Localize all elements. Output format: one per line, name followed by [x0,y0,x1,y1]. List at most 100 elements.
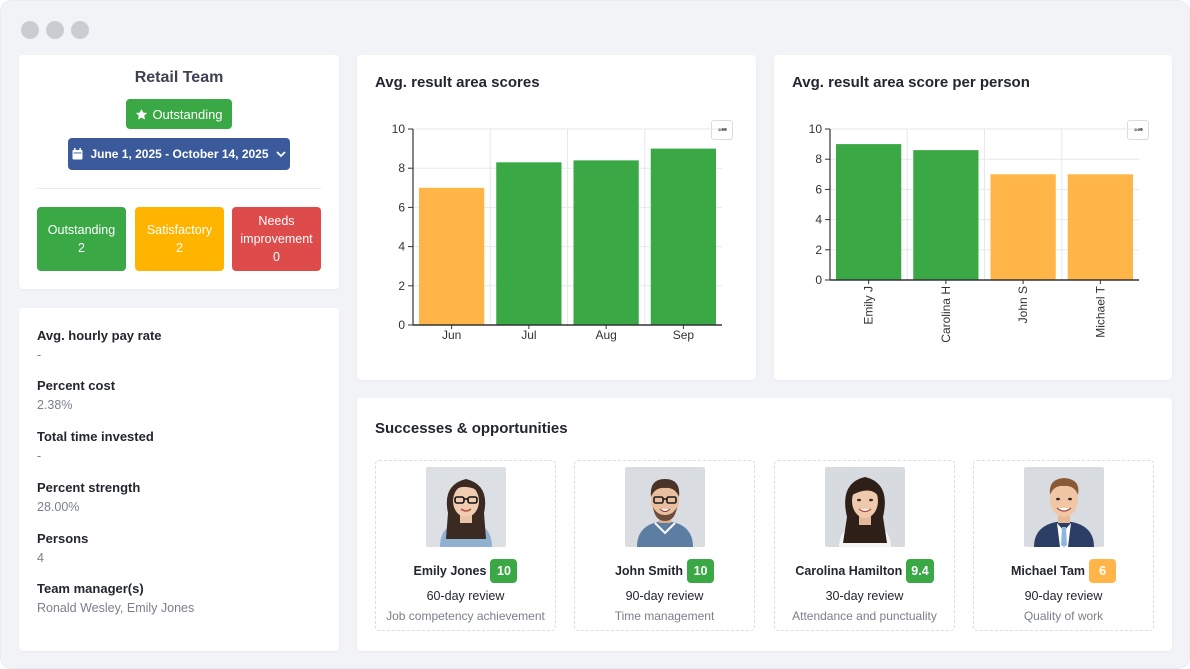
score-badge: 9.4 [906,559,934,583]
y-tick-label: 2 [815,243,822,257]
info-percent-cost: Percent cost 2.38% [37,378,115,412]
y-tick-label: 8 [815,152,822,166]
info-value: 2.38% [37,398,73,412]
team-rating-badge[interactable]: Outstanding [126,99,232,129]
x-tick-label: Michael T [1093,285,1107,337]
avatar [425,467,506,547]
stat-label: Outstanding [47,223,116,237]
info-label: Team manager(s) [37,581,144,596]
successes-card: Successes & opportunities Emily [357,398,1172,651]
review-type: 30-day review [825,589,904,603]
chart-menu-button[interactable]: ••• [1127,120,1149,140]
person-card-john[interactable]: John Smith 10 90-day review Time managem… [574,460,755,631]
date-range-label: June 1, 2025 - October 14, 2025 [90,147,269,161]
stat-satisfactory[interactable]: Satisfactory 2 [135,207,224,271]
bar[interactable] [990,174,1056,280]
info-value: 28.00% [37,500,80,514]
stat-outstanding[interactable]: Outstanding 2 [37,207,126,271]
bar[interactable] [573,160,639,325]
stat-count: 2 [176,241,183,255]
info-percent-strength: Percent strength 28.00% [37,480,140,514]
y-tick-label: 10 [392,122,406,136]
result-area: Attendance and punctuality [792,609,937,623]
chart-menu-button[interactable]: ••• [711,120,733,140]
info-value: - [37,449,42,463]
y-tick-label: 10 [809,122,823,136]
x-tick-label: Sep [673,328,695,342]
info-persons: Persons 4 [37,531,88,565]
stat-count: 0 [273,250,280,264]
stat-label: Needs improvement [240,214,313,246]
y-tick-label: 8 [398,161,405,175]
person-name: Michael Tam [1010,564,1086,578]
person-card-emily[interactable]: Emily Jones 10 60-day review Job compete… [375,460,556,631]
more-icon: ••• [1133,124,1144,136]
x-tick-label: Jun [442,328,461,342]
divider [37,188,321,189]
info-pay-rate: Avg. hourly pay rate - [37,328,162,362]
star-icon [136,108,148,120]
stat-needs-improvement[interactable]: Needs improvement 0 [232,207,321,271]
person-name: John Smith [614,564,684,578]
person-name: Emily Jones [413,564,487,578]
monthly-scores-chart: 0 2 4 6 8 10 Jun Jul Aug Sep [392,122,722,342]
team-summary-card: Retail Team Outstanding June 1, 2025 - O… [19,55,339,289]
person-scores-chart-card: Avg. result area score per person ••• 0 2… [774,55,1172,380]
review-type: 90-day review [625,589,704,603]
team-title: Retail Team [134,69,224,86]
bar[interactable] [650,148,716,325]
info-label: Percent strength [37,480,141,495]
window-dot-minimize[interactable] [46,21,64,39]
x-tick-label: Emily J [862,286,876,325]
result-area: Time management [614,609,715,623]
x-tick-label: Jul [521,328,536,342]
date-range-button[interactable]: June 1, 2025 - October 14, 2025 [68,138,290,170]
bar[interactable] [496,162,562,325]
calendar-icon [72,148,83,160]
y-tick-label: 0 [398,318,405,332]
team-info-card: Avg. hourly pay rate - Percent cost 2.38… [19,308,339,651]
info-label: Avg. hourly pay rate [37,328,162,343]
score-badge: 6 [1089,559,1117,583]
y-tick-label: 2 [398,279,405,293]
monthly-scores-chart-card: Avg. result area scores ••• 0 2 4 6 8 10 Jun Ju… [357,55,756,380]
person-card-carolina[interactable]: Carolina Hamilton 9.4 30-day review Atte… [774,460,955,631]
window-dot-close[interactable] [21,21,39,39]
chart-title: Avg. result area scores [375,74,540,91]
info-time-invested: Total time invested - [37,429,154,463]
score-badge: 10 [490,559,518,583]
review-type: 60-day review [426,589,505,603]
person-scores-chart: 0 2 4 6 8 10 Emily J Carolina H John S Michael T [809,122,1139,343]
bar[interactable] [419,187,485,325]
info-label: Percent cost [37,378,116,393]
info-value: Ronald Wesley, Emily Jones [37,601,195,615]
bar[interactable] [913,150,979,280]
successes-title: Successes & opportunities [375,420,568,437]
person-card-michael[interactable]: Michael Tam 6 90-day review Quality of w… [973,460,1154,631]
bar[interactable] [1067,174,1133,280]
y-tick-label: 4 [398,240,405,254]
x-tick-label: Carolina H [939,286,953,343]
info-value: - [37,348,42,362]
person-name: Carolina Hamilton [795,564,903,578]
stat-label: Satisfactory [146,223,213,237]
chart-title: Avg. result area score per person [792,74,1030,91]
window-dot-maximize[interactable] [71,21,89,39]
result-area: Quality of work [1023,609,1104,623]
avatar [824,467,905,547]
team-rating-label: Outstanding [152,106,223,122]
x-tick-label: Aug [595,328,616,342]
review-type: 90-day review [1024,589,1103,603]
y-tick-label: 6 [398,200,405,214]
info-team-managers: Team manager(s) Ronald Wesley, Emily Jon… [37,581,194,615]
stat-count: 2 [78,241,85,255]
y-tick-label: 0 [815,273,822,287]
avatar [1023,467,1104,547]
info-value: 4 [37,551,44,565]
avatar [624,467,705,547]
bar[interactable] [836,144,902,280]
score-badge: 10 [687,559,715,583]
chevron-down-icon [275,151,286,158]
x-tick-label: John S [1016,286,1030,323]
result-area: Job competency achievement [386,609,545,623]
